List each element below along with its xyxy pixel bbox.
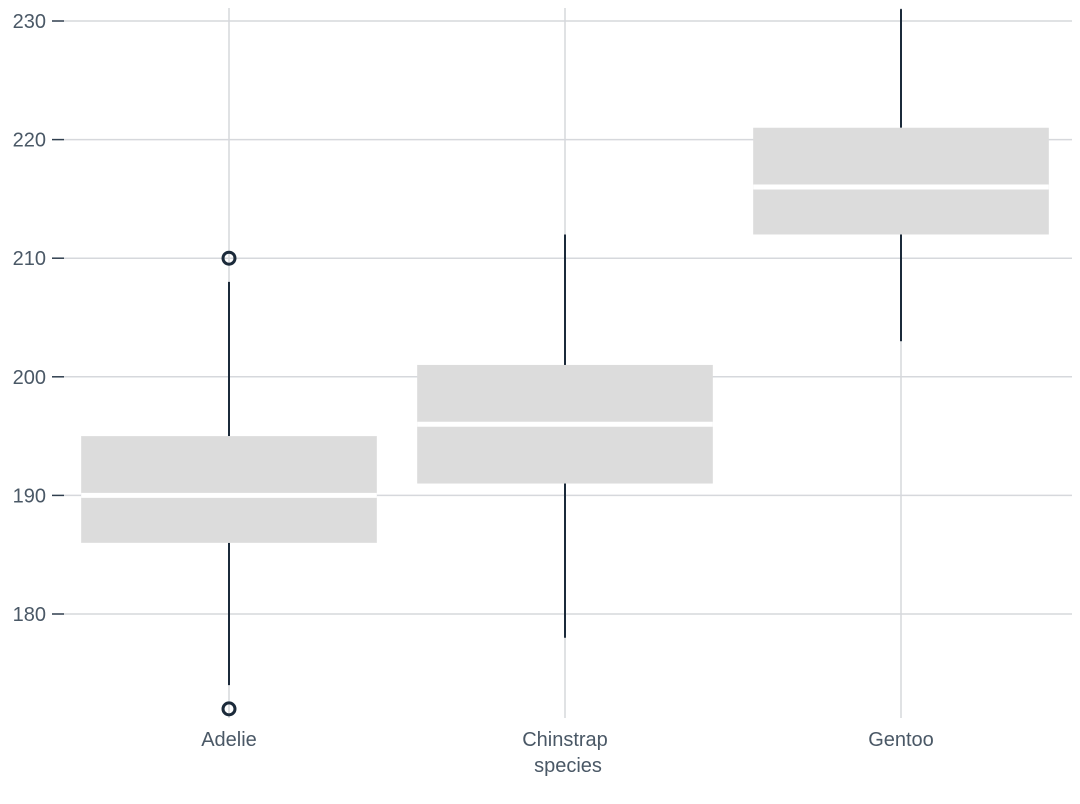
outlier-point-adelie-172	[221, 701, 237, 717]
box-chinstrap	[417, 234, 713, 638]
iqr-box-adelie	[81, 436, 377, 543]
box-gentoo	[753, 9, 1049, 342]
grid-layer	[64, 8, 1072, 718]
y-tick-label-220: 220	[13, 130, 46, 152]
iqr-box-gentoo	[753, 127, 1049, 235]
y-tick-label-180: 180	[13, 604, 46, 626]
y-tick-label-230: 230	[13, 11, 46, 33]
x-category-label-gentoo: Gentoo	[868, 729, 934, 751]
x-axis-title: species	[534, 755, 602, 777]
y-tick-label-200: 200	[13, 367, 46, 389]
y-tick-label-190: 190	[13, 485, 46, 507]
outlier-point-adelie-210	[221, 250, 237, 266]
x-axis: Adelie Chinstrap Gentoo	[201, 729, 934, 751]
x-category-label-adelie: Adelie	[201, 729, 257, 751]
x-category-label-chinstrap: Chinstrap	[522, 729, 608, 751]
box-adelie	[81, 250, 377, 717]
y-tick-label-210: 210	[13, 248, 46, 270]
y-axis: 180 190 200 210 220 230	[13, 11, 64, 626]
box-layer	[81, 9, 1049, 717]
